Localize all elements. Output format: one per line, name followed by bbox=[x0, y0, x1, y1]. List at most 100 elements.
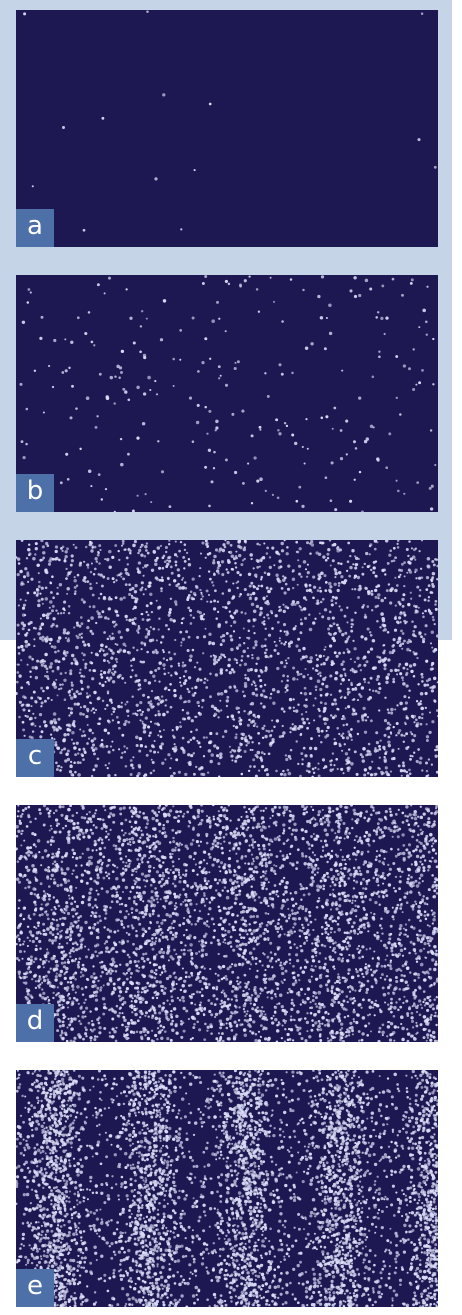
electron-hit bbox=[86, 396, 90, 400]
electron-hit bbox=[127, 548, 129, 550]
electron-hit bbox=[218, 377, 220, 379]
electron-hit bbox=[136, 386, 139, 389]
electron-hit bbox=[275, 960, 277, 962]
electron-hit bbox=[91, 632, 94, 635]
electron-hit bbox=[335, 758, 338, 761]
electron-hit bbox=[218, 318, 220, 320]
electron-hit bbox=[421, 863, 423, 865]
electron-hit bbox=[155, 973, 157, 975]
electron-hit bbox=[305, 908, 308, 911]
electron-hit bbox=[300, 576, 302, 578]
electron-hit bbox=[21, 813, 23, 815]
electron-hit bbox=[377, 691, 380, 694]
electron-hit bbox=[327, 557, 329, 559]
electron-hit bbox=[201, 614, 204, 617]
electron-hit bbox=[273, 864, 275, 866]
electron-hit bbox=[278, 806, 281, 809]
electron-hit bbox=[319, 675, 321, 677]
electron-hit bbox=[163, 824, 165, 826]
electron-hit bbox=[158, 967, 160, 969]
electron-hit bbox=[221, 991, 223, 993]
electron-hit bbox=[124, 682, 126, 684]
electron-hit bbox=[340, 697, 342, 699]
electron-hit bbox=[254, 722, 256, 724]
electron-hit bbox=[404, 575, 406, 577]
electron-hit bbox=[57, 747, 60, 750]
electron-hit bbox=[181, 843, 183, 845]
electron-hit bbox=[347, 730, 350, 733]
electron-hit bbox=[286, 552, 289, 555]
electron-hit bbox=[331, 829, 334, 832]
electron-hit bbox=[292, 976, 295, 979]
electron-hit bbox=[58, 660, 61, 663]
electron-hit bbox=[414, 989, 417, 992]
electron-hit bbox=[157, 546, 161, 550]
electron-hit bbox=[305, 568, 307, 570]
electron-hit bbox=[340, 663, 343, 666]
electron-hit bbox=[254, 597, 257, 600]
electron-hit bbox=[134, 590, 137, 593]
electron-hit bbox=[421, 12, 423, 14]
electron-hit bbox=[238, 890, 241, 893]
electron-hit bbox=[158, 628, 160, 630]
electron-hit bbox=[201, 699, 204, 702]
electron-hit bbox=[182, 749, 185, 752]
electron-hit bbox=[415, 609, 418, 612]
electron-hit bbox=[148, 865, 152, 869]
electron-hit bbox=[163, 299, 166, 302]
electron-hit bbox=[123, 723, 126, 726]
electron-hit bbox=[35, 667, 38, 670]
electron-hit bbox=[257, 844, 260, 847]
electron-hit bbox=[28, 622, 31, 625]
electron-hit bbox=[196, 873, 198, 875]
electron-hit bbox=[188, 825, 191, 828]
electron-hit bbox=[334, 743, 336, 745]
electron-hit bbox=[41, 856, 44, 859]
electron-hit bbox=[305, 655, 308, 658]
electron-hit bbox=[285, 583, 288, 586]
electron-hit bbox=[418, 999, 421, 1002]
electron-hit bbox=[270, 693, 272, 695]
electron-hit bbox=[161, 695, 163, 697]
electron-hit bbox=[231, 616, 234, 619]
electron-hit bbox=[347, 769, 350, 772]
electron-hit bbox=[198, 812, 200, 814]
electron-hit bbox=[216, 746, 219, 749]
electron-hit bbox=[107, 767, 109, 769]
electron-hit bbox=[53, 896, 55, 898]
electron-hit bbox=[393, 547, 396, 550]
electron-hit bbox=[181, 622, 183, 624]
electron-hit bbox=[96, 987, 99, 990]
electron-hit bbox=[327, 876, 330, 879]
electron-hit bbox=[347, 542, 350, 545]
electron-hit bbox=[351, 739, 353, 741]
electron-hit bbox=[275, 614, 278, 617]
electron-hit bbox=[393, 638, 396, 641]
electron-hit bbox=[192, 1026, 195, 1029]
electron-hit bbox=[300, 658, 303, 661]
electron-hit bbox=[395, 980, 398, 983]
electron-hit bbox=[20, 645, 23, 648]
electron-hit bbox=[367, 627, 370, 630]
electron-hit bbox=[100, 673, 103, 676]
electron-hit bbox=[81, 873, 84, 876]
electron-hit bbox=[321, 730, 324, 733]
electron-hit bbox=[335, 655, 338, 658]
electron-hit bbox=[309, 747, 312, 750]
electron-hit bbox=[255, 644, 258, 647]
electron-hit bbox=[293, 707, 295, 709]
electron-hit bbox=[325, 844, 328, 847]
electron-hit bbox=[179, 681, 181, 683]
electron-hit bbox=[186, 711, 189, 714]
electron-hit bbox=[224, 546, 227, 549]
electron-hit bbox=[322, 598, 325, 601]
electron-hit bbox=[118, 852, 121, 855]
electron-hit bbox=[403, 695, 406, 698]
electron-hit bbox=[90, 856, 93, 859]
electron-hit bbox=[147, 1037, 150, 1040]
electron-hit bbox=[261, 864, 264, 867]
electron-hit bbox=[61, 856, 64, 859]
electron-hit bbox=[167, 578, 170, 581]
electron-hit bbox=[46, 996, 49, 999]
electron-hit bbox=[122, 872, 125, 875]
